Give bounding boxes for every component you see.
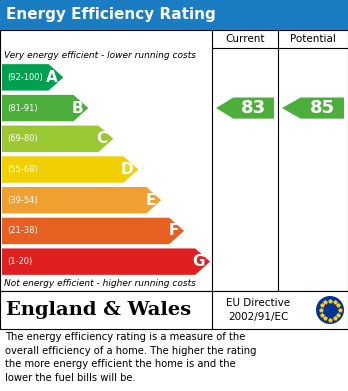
Text: E: E	[145, 193, 156, 208]
Text: (69-80): (69-80)	[7, 134, 38, 143]
Text: 85: 85	[310, 99, 335, 117]
Text: D: D	[120, 162, 133, 177]
Text: The energy efficiency rating is a measure of the
overall efficiency of a home. T: The energy efficiency rating is a measur…	[5, 332, 256, 383]
Bar	[0, 30, 348, 291]
Text: G: G	[192, 254, 205, 269]
Bar	[0, 291, 348, 329]
Polygon shape	[2, 126, 113, 152]
Text: 83: 83	[241, 99, 266, 117]
Text: Very energy efficient - lower running costs: Very energy efficient - lower running co…	[4, 50, 196, 59]
Circle shape	[316, 296, 344, 324]
Text: (1-20): (1-20)	[7, 257, 32, 266]
Text: (92-100): (92-100)	[7, 73, 43, 82]
Text: EU Directive
2002/91/EC: EU Directive 2002/91/EC	[227, 298, 291, 322]
Polygon shape	[2, 187, 161, 213]
Text: Not energy efficient - higher running costs: Not energy efficient - higher running co…	[4, 280, 196, 289]
Text: (81-91): (81-91)	[7, 104, 38, 113]
Polygon shape	[2, 64, 63, 91]
Text: Energy Efficiency Rating: Energy Efficiency Rating	[6, 7, 216, 23]
Text: Potential: Potential	[290, 34, 336, 44]
Text: Current: Current	[225, 34, 265, 44]
Text: B: B	[71, 100, 83, 116]
Text: (21-38): (21-38)	[7, 226, 38, 235]
Text: England & Wales: England & Wales	[6, 301, 191, 319]
Text: (55-68): (55-68)	[7, 165, 38, 174]
Polygon shape	[2, 156, 138, 183]
Text: C: C	[97, 131, 108, 146]
Bar	[0, 0, 348, 30]
Text: F: F	[168, 223, 179, 239]
Polygon shape	[2, 248, 210, 275]
Polygon shape	[282, 97, 344, 118]
Polygon shape	[2, 218, 184, 244]
Text: A: A	[46, 70, 58, 85]
Text: (39-54): (39-54)	[7, 196, 38, 205]
Polygon shape	[216, 97, 274, 118]
Polygon shape	[2, 95, 88, 121]
